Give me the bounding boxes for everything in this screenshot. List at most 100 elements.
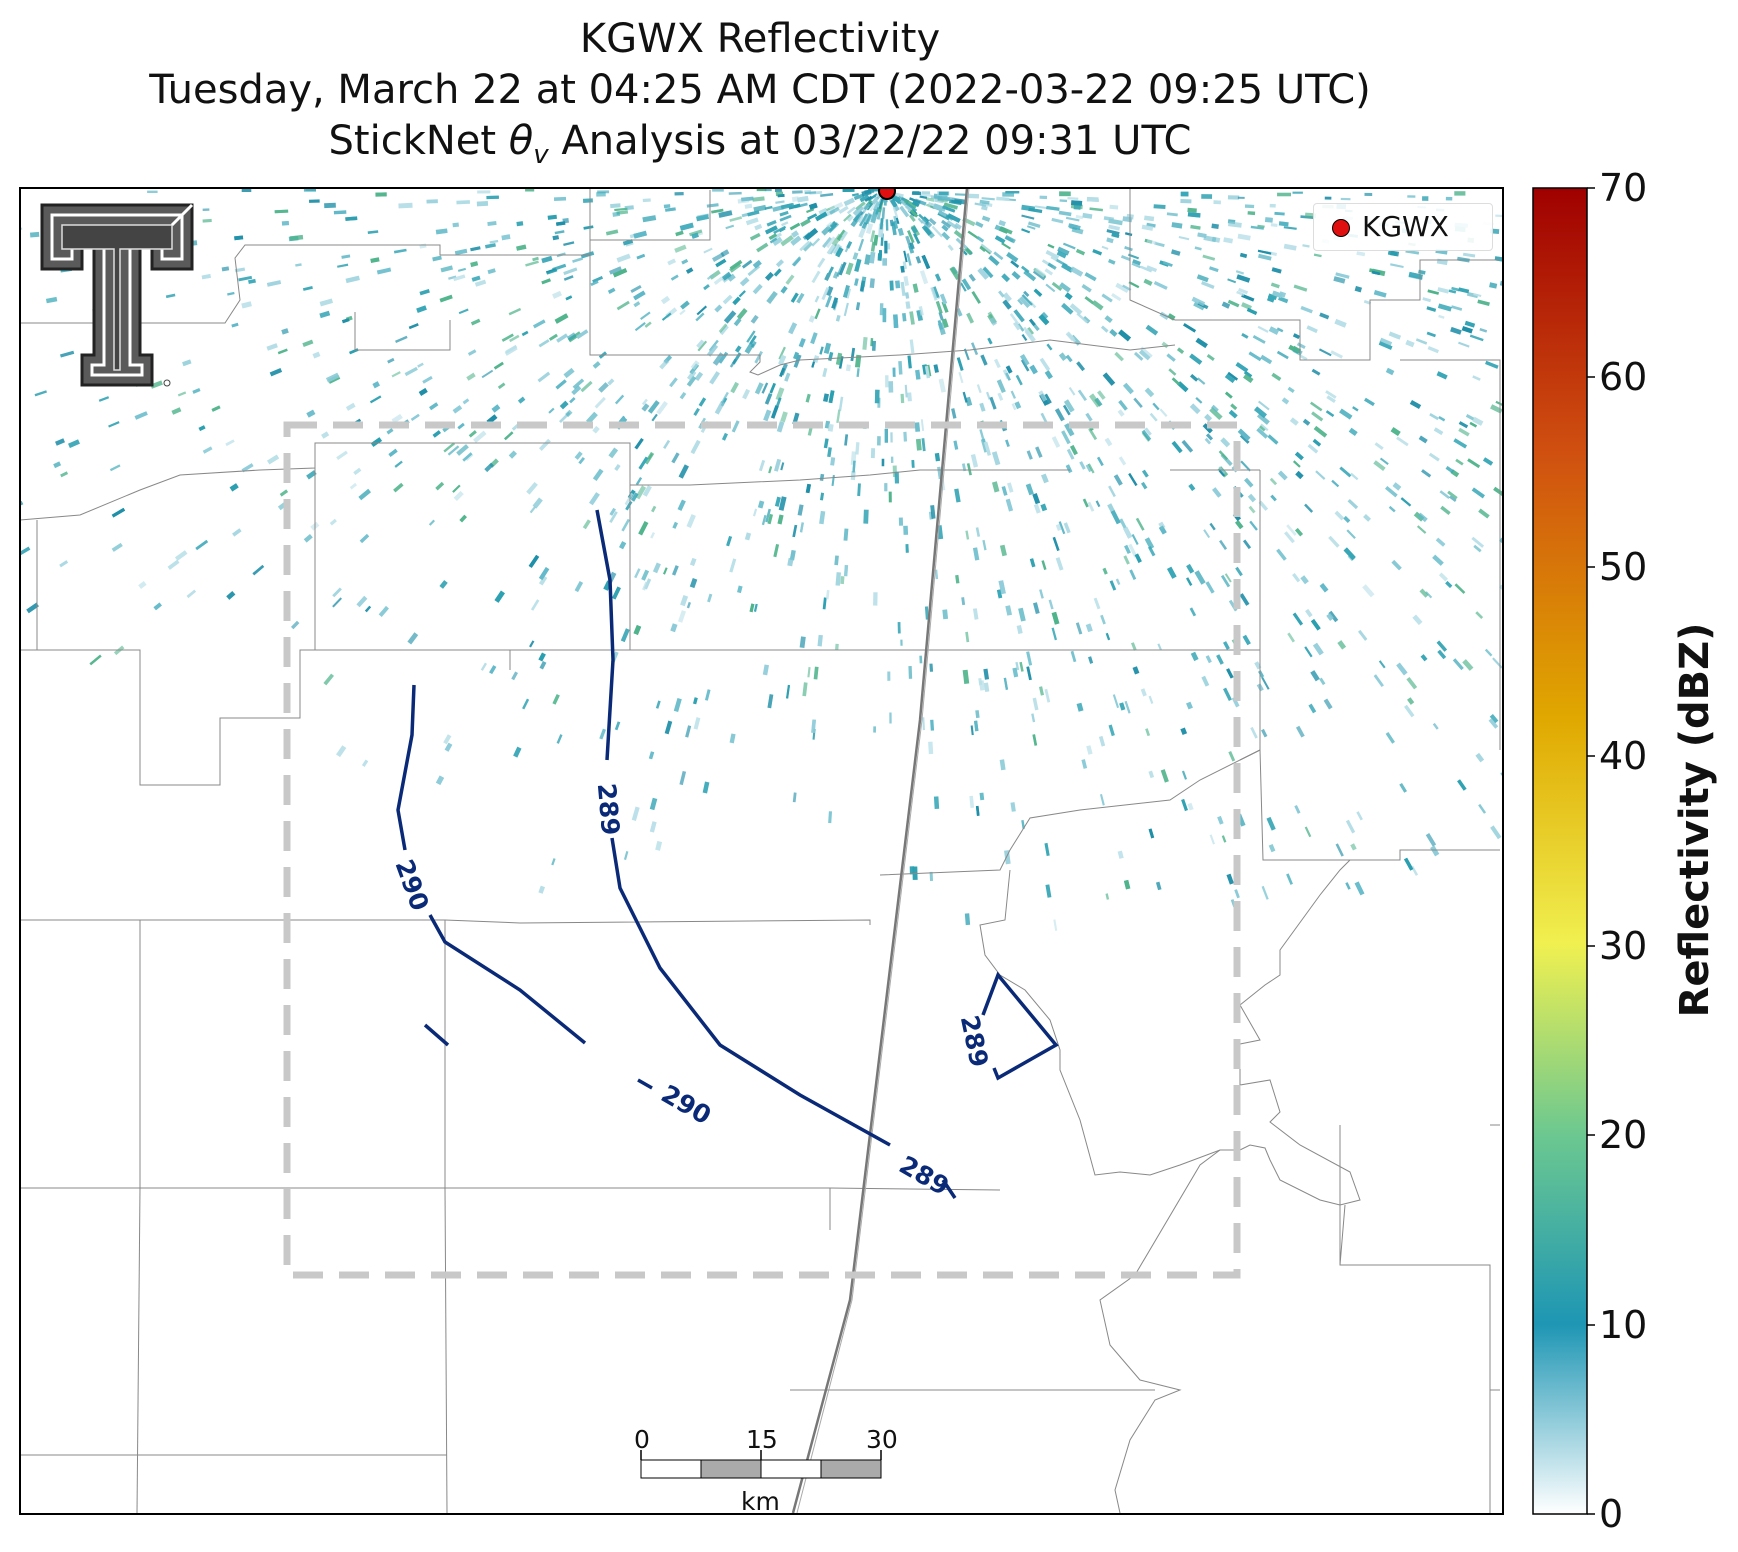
radar-echo xyxy=(1209,522,1216,531)
radar-echo xyxy=(1040,503,1048,512)
radar-echo xyxy=(1100,325,1109,333)
radar-echo xyxy=(1295,725,1305,738)
radar-echo xyxy=(1082,212,1093,219)
contour-289-west-lower xyxy=(610,837,891,1147)
radar-echo xyxy=(1135,517,1145,531)
radar-echo xyxy=(715,258,727,268)
radar-echo xyxy=(1250,225,1264,230)
radar-echo xyxy=(983,682,990,692)
radar-echo xyxy=(1439,490,1451,500)
radar-echo xyxy=(970,454,979,468)
radar-echo xyxy=(1490,404,1503,414)
radar-echo xyxy=(1018,607,1026,622)
radar-echo xyxy=(1063,522,1071,534)
radar-echo xyxy=(703,247,713,254)
radar-echo xyxy=(1068,386,1076,396)
radar-echo xyxy=(391,413,403,424)
radar-echo xyxy=(529,506,536,514)
radar-echo xyxy=(456,444,469,456)
radar-echo xyxy=(552,290,562,299)
radar-echo xyxy=(819,510,826,525)
radar-echo xyxy=(1058,210,1072,217)
radar-echo xyxy=(696,214,709,222)
radar-echo xyxy=(813,666,819,680)
radar-echo xyxy=(851,192,859,197)
radar-echo xyxy=(68,439,80,448)
radar-echo xyxy=(1269,477,1278,486)
radar-echo xyxy=(835,314,841,322)
radar-echo xyxy=(1419,588,1429,598)
radar-echo xyxy=(832,243,841,255)
radar-echo xyxy=(908,214,916,222)
contour-290-lower xyxy=(428,914,587,1045)
radar-echo xyxy=(1226,668,1234,679)
radar-echo xyxy=(1104,437,1113,447)
radar-echo xyxy=(1108,724,1115,737)
radar-echo xyxy=(182,359,192,367)
radar-echo xyxy=(1387,250,1398,256)
radar-echo xyxy=(1058,352,1068,362)
radar-echo xyxy=(1053,919,1058,931)
radar-echo xyxy=(971,291,981,304)
radar-site-marker xyxy=(878,188,896,200)
radar-echo xyxy=(744,532,752,541)
radar-echo xyxy=(1228,221,1242,228)
radar-echo xyxy=(1458,421,1469,429)
radar-echo xyxy=(750,341,757,348)
radar-echo xyxy=(941,231,951,241)
radar-echo xyxy=(885,219,889,231)
radar-echo xyxy=(1223,687,1232,702)
radar-echo xyxy=(1025,483,1034,496)
radar-echo xyxy=(596,192,606,197)
radar-echo xyxy=(487,221,497,226)
radar-echo xyxy=(785,274,795,285)
radar-echo xyxy=(563,275,574,281)
radar-echo xyxy=(1095,500,1101,508)
radar-echo xyxy=(1148,770,1155,779)
radar-echo xyxy=(914,422,921,432)
radar-echo xyxy=(1063,399,1075,413)
radar-echo xyxy=(777,514,784,525)
radar-echo xyxy=(1097,456,1104,466)
radar-echo xyxy=(1399,782,1408,793)
radar-echo xyxy=(913,233,921,245)
radar-echo xyxy=(372,381,381,389)
radar-echo xyxy=(1112,694,1120,709)
radar-echo xyxy=(907,392,912,402)
radar-echo xyxy=(619,541,627,550)
radar-echo xyxy=(416,305,427,313)
radar-echo xyxy=(987,337,993,345)
radar-echo xyxy=(1438,572,1448,582)
radar-echo xyxy=(60,471,68,478)
radar-echo xyxy=(1181,439,1194,453)
radar-echo xyxy=(329,518,337,526)
radar-echo xyxy=(1071,226,1084,235)
radar-echo xyxy=(984,441,991,456)
radar-echo xyxy=(1142,469,1149,478)
radar-echo xyxy=(937,210,947,217)
radar-echo xyxy=(825,295,833,308)
radar-echo xyxy=(1293,284,1308,292)
radar-echo xyxy=(903,198,918,209)
radar-echo xyxy=(764,393,773,405)
radar-echo xyxy=(1224,573,1232,583)
radar-echo xyxy=(678,464,689,479)
radar-echo xyxy=(765,508,771,523)
radar-echo xyxy=(920,193,932,197)
radar-echo xyxy=(888,381,894,393)
colorbar-tick-label: 0 xyxy=(1599,1492,1624,1536)
radar-echo xyxy=(1405,339,1415,348)
radar-echo xyxy=(1499,280,1503,288)
radar-echo xyxy=(1241,293,1255,302)
radar-echo xyxy=(1006,251,1019,263)
radar-echo xyxy=(538,652,546,662)
radar-echo xyxy=(1373,674,1384,688)
radar-echo xyxy=(997,392,1004,401)
radar-echo xyxy=(865,223,874,235)
radar-echo xyxy=(1005,498,1014,512)
radar-echo xyxy=(838,261,847,276)
radar-echo xyxy=(1454,583,1466,594)
radar-echo xyxy=(1235,270,1245,275)
radar-echo xyxy=(1124,544,1131,554)
radar-echo xyxy=(1283,243,1297,251)
